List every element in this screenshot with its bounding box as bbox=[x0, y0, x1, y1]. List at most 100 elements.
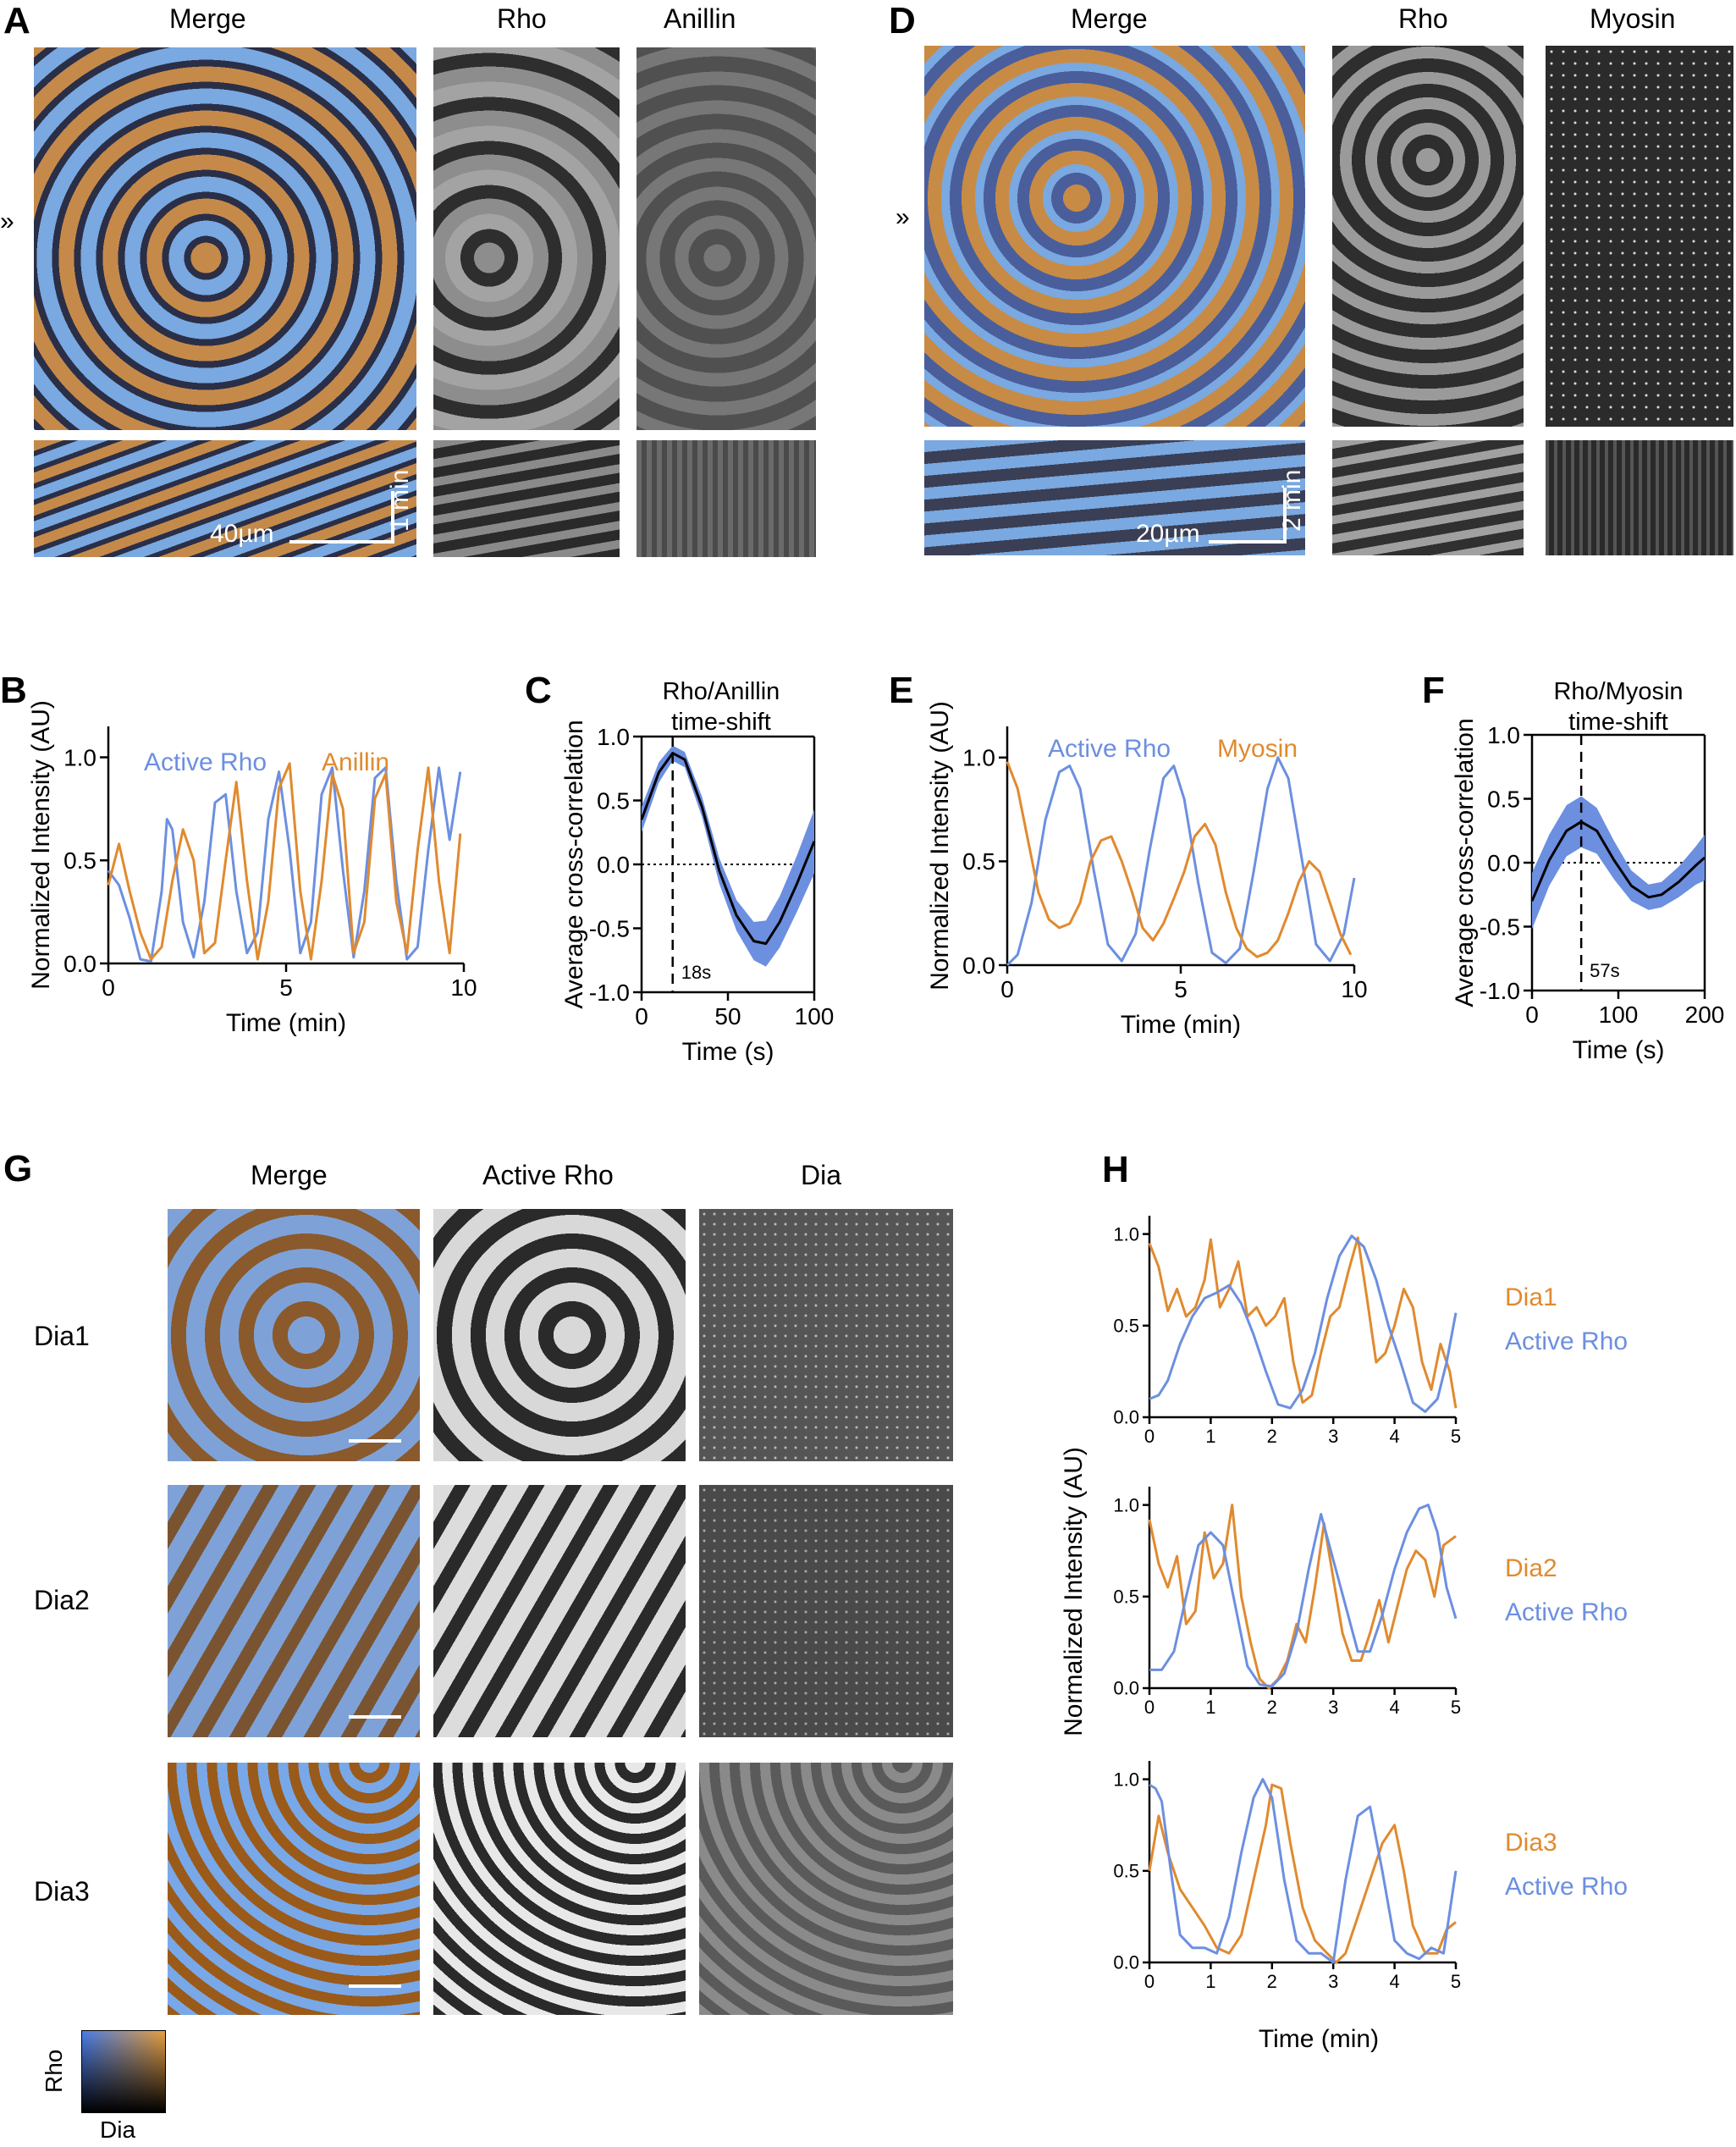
rho-image-dia3 bbox=[433, 1763, 686, 2015]
chart-h1-y-tick-label-1: 0.5 bbox=[1113, 1316, 1139, 1337]
chart-c-y-tick-label-2: 0.0 bbox=[597, 852, 630, 878]
chart-b-series-0 bbox=[107, 766, 462, 963]
chart-h3-y-tick-label-2: 1.0 bbox=[1113, 1769, 1139, 1790]
chart-f-x-tick-label-1: 100 bbox=[1599, 1002, 1639, 1028]
row-label-dia1: Dia1 bbox=[34, 1321, 90, 1351]
chart-f-vline-label: 57s bbox=[1590, 960, 1619, 981]
chart-c-y-tick-label-4: 1.0 bbox=[597, 724, 630, 750]
chart-f-title-line-0: Rho/Myosin bbox=[1553, 678, 1683, 705]
chart-c-letter: C bbox=[525, 670, 552, 711]
chart-c-title-line-1: time-shift bbox=[671, 709, 771, 736]
chart-c-x-tick-label-2: 100 bbox=[795, 1003, 835, 1029]
chart-h1-x-tick-label-5: 5 bbox=[1451, 1426, 1461, 1447]
chart-c-x-tick-label-0: 0 bbox=[635, 1003, 648, 1029]
kymograph-merge-a bbox=[34, 440, 416, 557]
chart-h-letter: H bbox=[1102, 1149, 1129, 1190]
merge-image-rho-anillin bbox=[34, 47, 416, 430]
chart-h2-x-tick-label-1: 1 bbox=[1205, 1697, 1215, 1718]
chart-h1-x-tick-label-1: 1 bbox=[1205, 1426, 1215, 1447]
chart-f-x-tick-label-2: 200 bbox=[1685, 1002, 1725, 1028]
chart-f-title-line-1: time-shift bbox=[1568, 709, 1668, 736]
chart-c-y-tick-label-0: -1.0 bbox=[589, 980, 630, 1006]
chart-f-y-tick-label-3: 0.5 bbox=[1487, 786, 1520, 812]
kymograph-merge-d bbox=[924, 440, 1305, 555]
chart-h3-x-tick-label-3: 3 bbox=[1328, 1971, 1338, 1992]
scale-bar-dia2 bbox=[349, 1715, 401, 1719]
chart-b-x-tick-label-0: 0 bbox=[102, 974, 115, 1001]
time-bar-d bbox=[1283, 488, 1287, 544]
colormap-key bbox=[81, 2030, 166, 2113]
chart-e-y-tick-label-2: 1.0 bbox=[962, 745, 995, 771]
panel-d-title-merge: Merge bbox=[1071, 3, 1148, 34]
panel-a-title-rho: Rho bbox=[497, 3, 547, 34]
kymograph-myosin bbox=[1546, 440, 1733, 555]
chart-h3-x-tick-label-0: 0 bbox=[1144, 1971, 1155, 1992]
chart-h3-x-tick-label-2: 2 bbox=[1267, 1971, 1277, 1992]
chart-e-xlabel: Time (min) bbox=[1121, 1011, 1241, 1039]
row-label-dia3: Dia3 bbox=[34, 1876, 90, 1907]
panel-a-title-merge: Merge bbox=[169, 3, 246, 34]
chart-b-y-tick-label-2: 1.0 bbox=[63, 744, 96, 770]
chart-h3-legend-1: Active Rho bbox=[1505, 1873, 1628, 1901]
kymograph-rho-a bbox=[433, 440, 620, 557]
chart-e-y-tick-label-0: 0.0 bbox=[962, 952, 995, 979]
chart-h2-x-tick-label-5: 5 bbox=[1451, 1697, 1461, 1718]
chart-f-y-tick-label-4: 1.0 bbox=[1487, 722, 1520, 748]
chart-h3-series-1 bbox=[1149, 1778, 1458, 1964]
rho-image-dia2 bbox=[433, 1485, 686, 1737]
panel-g-title-merge: Merge bbox=[251, 1160, 328, 1190]
colormap-key-dia-label: Dia bbox=[100, 2117, 136, 2143]
merge-image-dia1 bbox=[168, 1209, 420, 1461]
chart-h1-x-tick-label-2: 2 bbox=[1267, 1426, 1277, 1447]
chart-h2-x-tick-label-0: 0 bbox=[1144, 1697, 1155, 1718]
chart-b-y-tick-label-0: 0.0 bbox=[63, 951, 96, 977]
kymograph-rho-d bbox=[1332, 440, 1524, 555]
chart-h1-x-tick-label-4: 4 bbox=[1389, 1426, 1399, 1447]
chart-h1-series-0 bbox=[1148, 1236, 1458, 1409]
panel-d-title-rho: Rho bbox=[1398, 3, 1448, 34]
chart-h2-series-1 bbox=[1149, 1504, 1458, 1688]
chart-f-y-tick-label-0: -1.0 bbox=[1480, 978, 1520, 1004]
merge-image-dia2 bbox=[168, 1485, 420, 1737]
chart-e-ylabel: Normalized Intensity (AU) bbox=[926, 701, 954, 991]
row-label-dia2: Dia2 bbox=[34, 1585, 90, 1615]
chart-h2-legend-0: Dia2 bbox=[1505, 1554, 1557, 1582]
colormap-key-rho-label: Rho bbox=[41, 2049, 67, 2093]
scale-bar-d bbox=[1209, 540, 1287, 544]
chart-c-mean-line bbox=[640, 752, 816, 946]
chart-f-y-tick-label-1: -0.5 bbox=[1480, 913, 1520, 940]
chart-b-letter: B bbox=[0, 670, 27, 711]
chart-e-x-tick-label-2: 10 bbox=[1341, 976, 1367, 1002]
panel-d-title-myosin: Myosin bbox=[1590, 3, 1676, 34]
chart-e-legend-0: Active Rho bbox=[1048, 735, 1171, 763]
rho-image-a bbox=[433, 47, 620, 430]
chart-c-xlabel: Time (s) bbox=[682, 1038, 774, 1066]
rho-image-dia1 bbox=[433, 1209, 686, 1461]
scale-bar-label-d: 20µm bbox=[1136, 520, 1200, 548]
time-bar-a bbox=[391, 491, 394, 544]
chart-h1-series-1 bbox=[1149, 1234, 1458, 1413]
chart-e-y-tick-label-1: 0.5 bbox=[962, 848, 995, 875]
panel-letter-a: A bbox=[3, 0, 30, 41]
chart-h1-legend-1: Active Rho bbox=[1505, 1327, 1628, 1355]
chart-h1-x-tick-label-3: 3 bbox=[1328, 1426, 1338, 1447]
chart-h1-y-tick-label-2: 1.0 bbox=[1113, 1223, 1139, 1245]
chart-h2-x-tick-label-4: 4 bbox=[1389, 1697, 1399, 1718]
chart-c-ylabel: Average cross-correlation bbox=[560, 720, 588, 1008]
chart-e-letter: E bbox=[889, 670, 913, 711]
chart-c-title-line-0: Rho/Anillin bbox=[663, 678, 780, 705]
chart-h1-legend-0: Dia1 bbox=[1505, 1283, 1557, 1311]
chart-h2-legend-1: Active Rho bbox=[1505, 1598, 1628, 1626]
chart-f-ylabel: Average cross-correlation bbox=[1451, 718, 1479, 1007]
chart-h1-y-tick-label-0: 0.0 bbox=[1113, 1407, 1139, 1428]
chart-b-xlabel: Time (min) bbox=[226, 1009, 346, 1037]
chart-c-y-tick-label-3: 0.5 bbox=[597, 787, 630, 814]
scale-bar-dia3 bbox=[349, 1984, 401, 1988]
panel-g-title-active-rho: Active Rho bbox=[482, 1160, 614, 1190]
myosin-image bbox=[1546, 46, 1733, 427]
chart-b-series-1 bbox=[107, 762, 462, 961]
chart-e-legend-1: Myosin bbox=[1217, 735, 1298, 763]
dia-image-dia2 bbox=[699, 1485, 953, 1737]
chart-f-letter: F bbox=[1422, 670, 1445, 711]
